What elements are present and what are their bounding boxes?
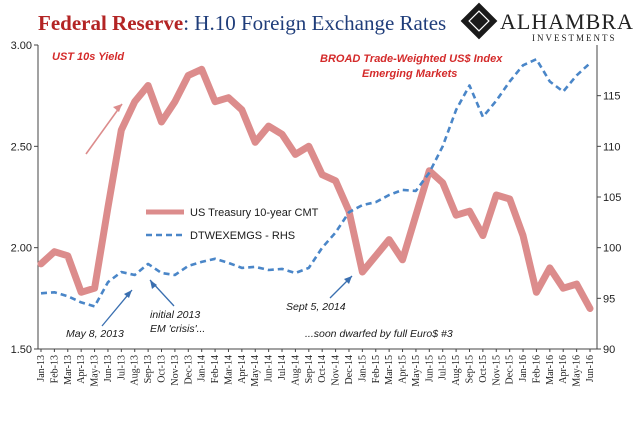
x-tick-label: Sep-15 [464,355,475,383]
x-tick-label: Feb-16 [531,355,542,383]
x-tick-label: Apr-14 [237,355,248,384]
right-tick-label: 115 [603,91,621,103]
right-tick-label: 90 [603,344,615,356]
x-tick-label: Mar-16 [545,355,556,385]
x-tick-label: Mar-13 [63,355,74,385]
series-line-dtwexemgs [40,57,591,308]
legend-label-dtwexemgs: DTWEXEMGS - RHS [190,230,295,242]
x-tick-label: Jun-14 [264,355,275,382]
x-tick-label: Jan-13 [36,355,47,382]
alhambra-logo: ALHAMBRA INVESTMENTS [460,2,634,43]
x-tick-label: Oct-15 [478,355,489,383]
x-tick-label: Mar-15 [384,355,395,385]
annotation-dwarfed: ...soon dwarfed by full Euro$ #3 [305,328,453,340]
x-tick-label: Nov-14 [331,355,342,386]
title-part2: : H.10 Foreign Exchange Rates [183,11,446,35]
logo-diamond-inner-icon [468,10,490,32]
x-tick-label: Jan-14 [197,355,208,382]
x-tick-label: Jun-16 [585,355,596,382]
x-tick-label: Mar-14 [223,355,234,385]
annotation-broad-line2: Emerging Markets [362,68,457,80]
logo-name: ALHAMBRA [500,9,634,34]
x-tick-label: May-16 [572,355,583,387]
right-axis-ticks: 90 95 100 105 110 115 [597,91,621,356]
x-tick-label: Feb-15 [371,355,382,383]
chart-title: Federal Reserve: H.10 Foreign Exchange R… [38,11,446,35]
legend-label-treasury: US Treasury 10-year CMT [190,207,319,219]
x-tick-label: Jul-14 [277,355,288,380]
logo-sub: INVESTMENTS [532,33,617,43]
left-tick-label: 3.00 [11,40,32,52]
left-tick-label: 2.00 [11,243,32,255]
x-tick-label: Aug-13 [130,355,141,386]
x-tick-label: Oct-13 [157,355,168,383]
right-tick-label: 95 [603,293,615,305]
x-tick-label: Jan-16 [518,355,529,382]
legend: US Treasury 10-year CMT DTWEXEMGS - RHS [146,207,319,242]
annotation-ust-label: UST 10s Yield [52,51,124,63]
x-tick-label: May-15 [411,355,422,387]
right-tick-label: 110 [603,141,621,153]
x-tick-label: Jun-15 [424,355,435,382]
x-tick-label: Apr-16 [558,355,569,384]
arrow-sept-head-icon [344,276,352,284]
x-tick-label: Apr-15 [398,355,409,384]
arrow-red-icon [85,103,123,155]
x-tick-label: May-13 [90,355,101,387]
x-tick-label: Nov-13 [170,355,181,386]
x-tick-label: Feb-13 [49,355,60,383]
x-tick-label: Nov-15 [491,355,502,386]
x-tick-label: Jul-13 [116,355,127,380]
x-tick-label: Jan-15 [357,355,368,382]
annotation-broad-line1: BROAD Trade-Weighted US$ Index [320,53,503,65]
x-tick-label: Oct-14 [317,355,328,383]
left-axis-ticks: 1.50 2.00 2.50 3.00 [11,40,38,356]
x-tick-label: Dec-15 [505,355,516,384]
x-tick-label: Dec-13 [183,355,194,384]
right-tick-label: 105 [603,192,621,204]
left-tick-label: 1.50 [11,344,32,356]
arrow-initial-head-icon [150,280,157,289]
x-tick-label: Aug-15 [451,355,462,386]
x-tick-label: May-14 [250,355,261,387]
right-tick-label: 100 [603,243,621,255]
series-line-treasury [37,65,594,312]
x-tick-label: Dec-14 [344,355,355,384]
left-tick-label: 2.50 [11,141,32,153]
x-tick-label: Sep-13 [143,355,154,383]
annotation-initial-line2: EM 'crisis'... [150,323,205,335]
annotation-initial-line1: initial 2013 [150,309,200,321]
title-part1: Federal Reserve [38,11,183,35]
annotation-may-2013: May 8, 2013 [66,328,124,340]
x-tick-label: Feb-14 [210,355,221,383]
x-tick-label: Apr-13 [76,355,87,384]
x-tick-label: Jul-15 [438,355,449,380]
logo-diamond-icon [460,2,498,40]
arrow-may-head-icon [124,290,132,298]
x-tick-label: Jun-13 [103,355,114,382]
arrow-red-head-icon [113,104,122,112]
x-tick-label: Aug-14 [290,355,301,386]
x-tick-label: Sep-14 [304,355,315,383]
annotation-sept-2014: Sept 5, 2014 [286,301,346,313]
x-axis-ticks: Jan-13 Feb-13 Mar-13 Apr-13 May-13 Jun-13 Jul-… [36,349,596,387]
